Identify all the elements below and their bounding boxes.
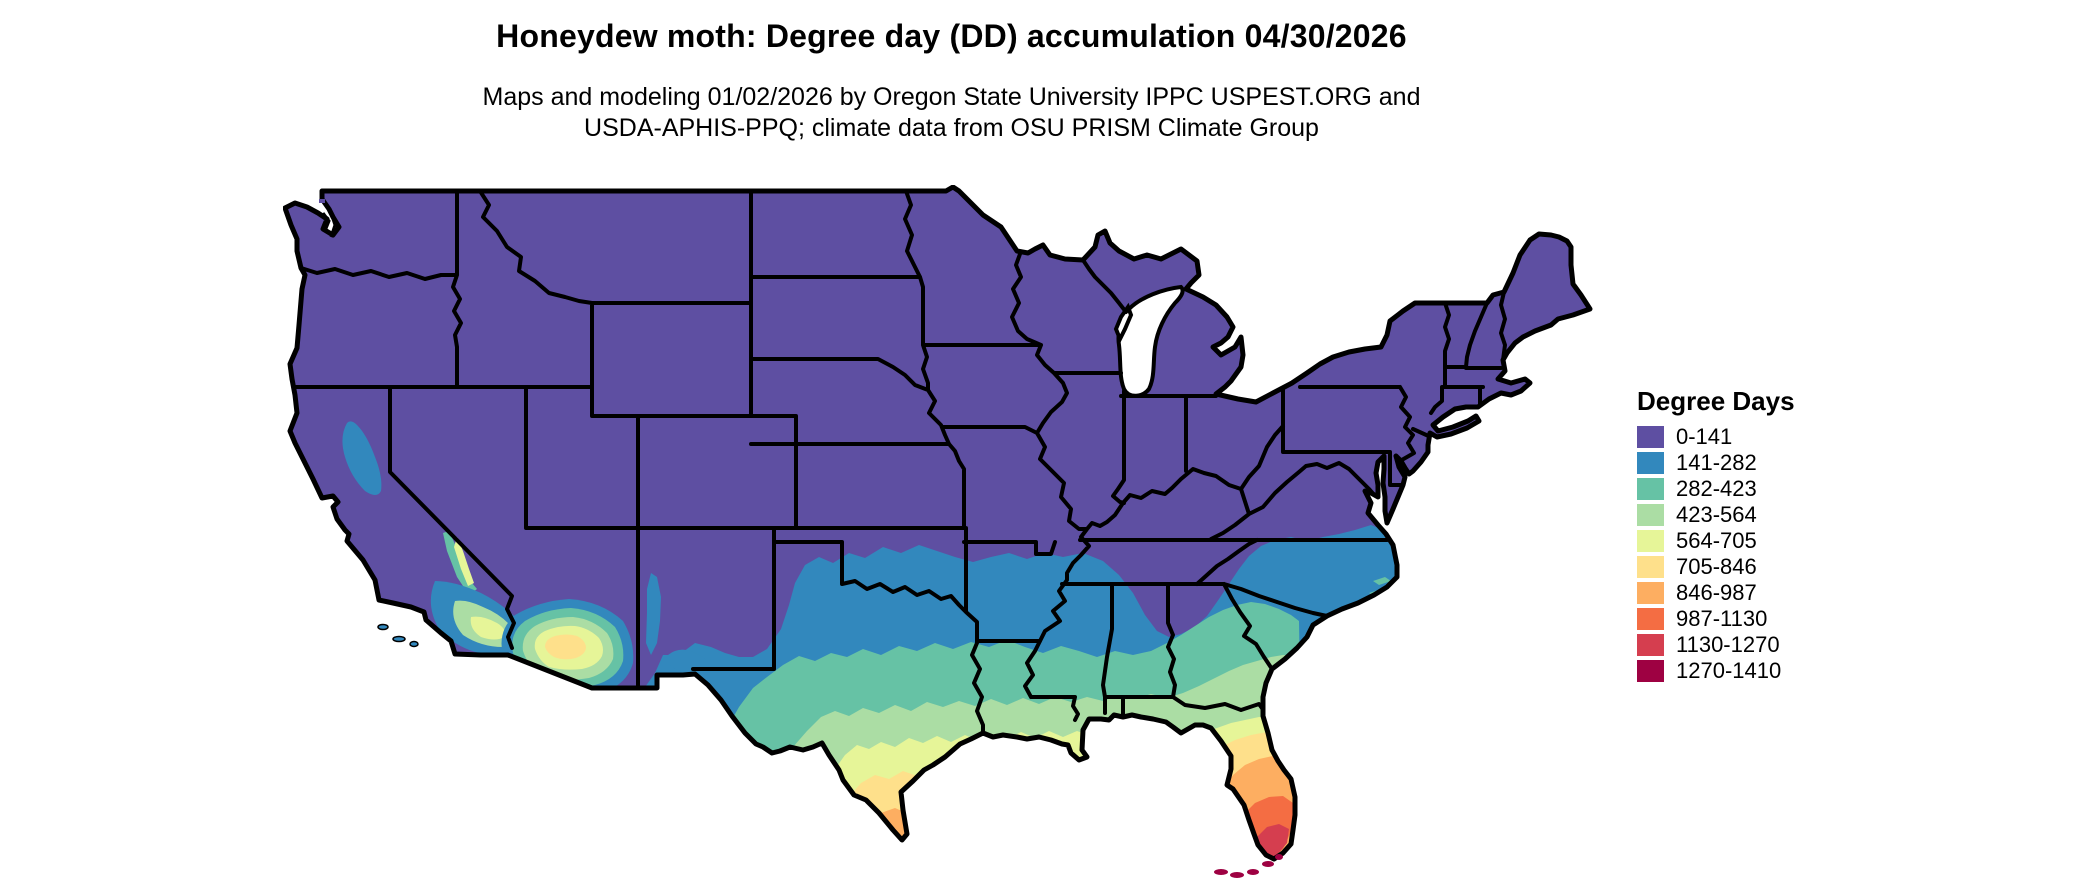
islands-and-keys [319, 199, 1283, 878]
legend-swatch-icon [1637, 660, 1664, 682]
us-degree-day-map [282, 184, 1603, 885]
legend-row: 0-141 [1637, 424, 1795, 449]
legend-row: 1130-1270 [1637, 632, 1795, 657]
legend-row: 564-705 [1637, 528, 1795, 553]
legend-swatch-icon [1637, 504, 1664, 526]
conus-outline [282, 184, 1593, 862]
legend-items: 0-141 141-282 282-423 423-564 564-705 70… [1637, 424, 1795, 683]
legend-label: 423-564 [1676, 502, 1757, 527]
arizona-yellow-core [545, 634, 586, 660]
channel-island-2 [392, 635, 406, 643]
page-title: Honeydew moth: Degree day (DD) accumulat… [496, 18, 1407, 54]
legend-label: 141-282 [1676, 450, 1757, 475]
florida-keys-4 [1262, 861, 1274, 867]
florida-keys-3 [1247, 869, 1259, 875]
legend-swatch-icon [1637, 634, 1664, 656]
rio-grande-blue-tongue [646, 573, 661, 655]
legend-row: 282-423 [1637, 476, 1795, 501]
green-bay [1113, 302, 1134, 344]
central-valley-blue [342, 421, 382, 495]
florida-keys-2 [1230, 872, 1244, 878]
legend-label: 705-846 [1676, 554, 1757, 579]
subtitle-line-2: USDA-APHIS-PPQ; climate data from OSU PR… [584, 114, 1319, 142]
legend-swatch-icon [1637, 426, 1664, 448]
legend-swatch-icon [1637, 608, 1664, 630]
dd-band-0-141 [285, 187, 1590, 859]
legend-label: 987-1130 [1676, 606, 1768, 631]
legend: Degree Days 0-141 141-282 282-423 423-56… [1637, 386, 1795, 686]
san-juan-island [319, 199, 325, 203]
owens-valley-yellow [454, 537, 474, 586]
legend-label: 282-423 [1676, 476, 1757, 501]
legend-row: 141-282 [1637, 450, 1795, 475]
dd-band-846-987 [843, 756, 1296, 859]
legend-row: 846-987 [1637, 580, 1795, 605]
florida-tip-max [1275, 854, 1283, 860]
channel-island-1 [377, 623, 389, 631]
degree-day-fill [285, 187, 1590, 859]
channel-island-3 [409, 640, 419, 648]
legend-swatch-icon [1637, 478, 1664, 500]
legend-label: 846-987 [1676, 580, 1757, 605]
legend-swatch-icon [1637, 582, 1664, 604]
legend-row: 423-564 [1637, 502, 1795, 527]
puget-sound-detail [321, 212, 337, 238]
nc-sound-teal-1 [1373, 577, 1391, 585]
legend-label: 1270-1410 [1676, 658, 1782, 683]
legend-row: 705-846 [1637, 554, 1795, 579]
state-borders [293, 189, 1507, 735]
conus-map-svg [282, 184, 1593, 878]
mojave-yellow [470, 616, 506, 640]
legend-title: Degree Days [1637, 386, 1795, 416]
map-subtitle: Maps and modeling 01/02/2026 by Oregon S… [283, 82, 1620, 144]
legend-swatch-icon [1637, 452, 1664, 474]
legend-label: 564-705 [1676, 528, 1757, 553]
legend-label: 1130-1270 [1676, 632, 1780, 657]
legend-row: 987-1130 [1637, 606, 1795, 631]
legend-label: 0-141 [1676, 424, 1733, 449]
subtitle-line-1: Maps and modeling 01/02/2026 by Oregon S… [482, 83, 1421, 111]
florida-keys-1 [1214, 869, 1228, 875]
legend-swatch-icon [1637, 556, 1664, 578]
legend-swatch-icon [1637, 530, 1664, 552]
legend-row: 1270-1410 [1637, 658, 1795, 683]
